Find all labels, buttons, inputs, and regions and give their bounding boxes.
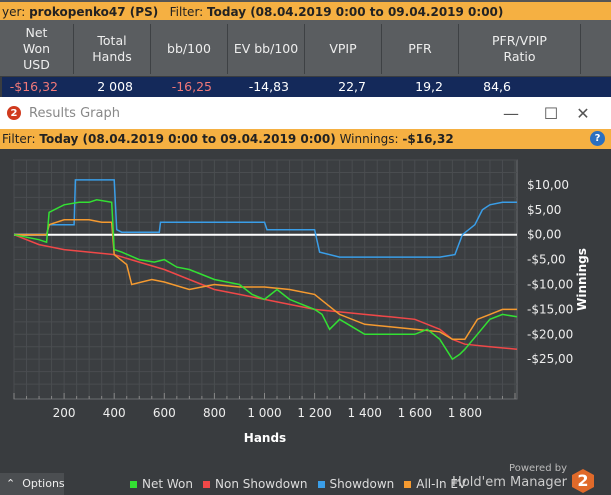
y-tick-label: -$15,00	[527, 302, 573, 316]
hm-logo-icon: 2	[7, 106, 21, 120]
legend-label: Non Showdown	[215, 477, 308, 491]
legend-swatch	[203, 481, 210, 488]
player-name: prokopenko47 (PS)	[29, 5, 159, 19]
x-tick-label: 1 400	[348, 406, 382, 420]
legend-item[interactable]: Showdown	[317, 477, 395, 491]
table-cell: 2 008	[97, 79, 133, 94]
legend-item[interactable]: All-In EV	[404, 477, 466, 491]
title-bar[interactable]: 2 Results Graph — ☐ ✕	[0, 97, 611, 129]
legend-item[interactable]: Non Showdown	[203, 477, 308, 491]
x-tick-label: 600	[153, 406, 176, 420]
legend-item[interactable]: Net Won	[130, 477, 193, 491]
player-label: yer:	[2, 5, 30, 19]
column-header[interactable]: PFR	[382, 24, 459, 74]
maximize-button[interactable]: ☐	[543, 103, 559, 123]
y-axis-label: Winnings	[575, 248, 589, 311]
column-header[interactable]: bb/100	[151, 24, 228, 74]
x-tick-label: 200	[53, 406, 76, 420]
table-cell: -14,83	[248, 79, 289, 94]
x-tick-label: 1 600	[398, 406, 432, 420]
graph-filter-bar: Filter: Today (08.04.2019 0:00 to 09.04.…	[0, 129, 611, 149]
brand-name: Hold'em Manager	[452, 475, 567, 490]
hm-logo-icon: 2	[572, 469, 594, 493]
results-graph-window: 2 Results Graph — ☐ ✕ Filter: Today (08.…	[0, 97, 611, 495]
table-cell: -16,25	[171, 79, 212, 94]
x-tick-label: 800	[203, 406, 226, 420]
minimize-button[interactable]: —	[503, 103, 519, 123]
window-title: Results Graph	[29, 105, 120, 121]
y-tick-label: -$5,00	[527, 253, 566, 267]
winnings-value: -$16,32	[402, 132, 454, 146]
legend-label: Showdown	[329, 477, 395, 491]
filter-label: Filter:	[169, 5, 204, 19]
column-header[interactable]: Total Hands	[74, 24, 151, 74]
y-tick-label: -$20,00	[527, 327, 573, 341]
table-cell: -$16,32	[9, 79, 58, 94]
x-tick-label: 1 800	[448, 406, 482, 420]
powered-by: Powered by Hold'em Manager	[452, 463, 567, 491]
series-line-showdown	[14, 179, 517, 258]
results-chart: 200 400 600 800 1 000 1 200 1 400 1 600 1 800 $10…	[13, 159, 589, 445]
series-line-non-showdown	[13, 234, 518, 350]
y-tick-label: -$10,00	[527, 277, 573, 291]
help-icon[interactable]: ?	[590, 131, 605, 146]
column-header[interactable]: Net Won USD	[0, 24, 74, 74]
close-button[interactable]: ✕	[576, 103, 590, 123]
table-cell: 84,6	[483, 79, 511, 94]
stats-table-header: Net Won USD Total Hands bb/100 EV bb/100 VPI…	[0, 20, 611, 76]
x-axis-label: Hands	[244, 431, 286, 445]
y-tick-label: $0,00	[527, 228, 561, 242]
legend-label: All-In EV	[416, 477, 467, 491]
table-cell: 22,7	[338, 79, 366, 94]
y-tick-label: $5,00	[527, 203, 561, 217]
legend-label: Net Won	[142, 477, 193, 491]
series-line-net-won	[13, 199, 518, 361]
options-button[interactable]: ⌃ Options	[0, 473, 65, 495]
filter-value[interactable]: Today (08.04.2019 0:00 to 09.04.2019 0:0…	[207, 5, 504, 19]
options-label: Options	[22, 477, 65, 490]
x-tick-label: 400	[103, 406, 126, 420]
legend-swatch	[317, 481, 325, 488]
legend-swatch	[130, 481, 137, 488]
column-header[interactable]: VPIP	[305, 24, 382, 74]
winnings-label: Winnings:	[339, 132, 399, 146]
player-filter-bar: yer: prokopenko47 (PS) Filter: Today (08…	[0, 0, 611, 20]
column-header[interactable]: EV bb/100	[228, 24, 305, 74]
table-row[interactable]: -$16,32 2 008 -16,25 -14,83 22,7 19,2 84,6	[2, 77, 611, 97]
column-header[interactable]: PFR/VPIP Ratio	[459, 24, 581, 74]
x-tick-label: 1 200	[297, 406, 331, 420]
y-tick-label: $10,00	[527, 178, 569, 192]
filter-label: Filter:	[2, 132, 36, 146]
powered-by-text: Powered by	[509, 463, 567, 474]
y-tick-label: -$25,00	[527, 352, 573, 366]
series-line-all-in-ev	[14, 219, 517, 341]
x-tick-label: 1 000	[247, 406, 281, 420]
legend-swatch	[404, 481, 412, 488]
table-cell: 19,2	[415, 79, 443, 94]
filter-value[interactable]: Today (08.04.2019 0:00 to 09.04.2019 0:0…	[39, 132, 336, 146]
chart-legend: Net Won Non Showdown Showdown All-In EV	[130, 477, 466, 491]
